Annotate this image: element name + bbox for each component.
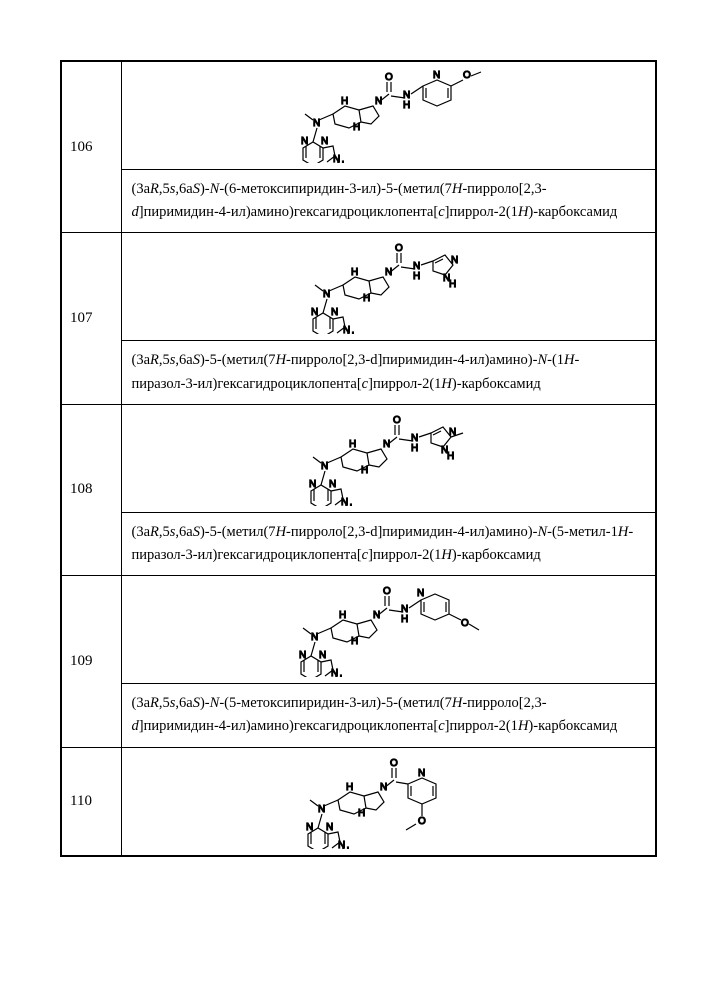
table-row: 109 NN NH N [61, 576, 656, 747]
svg-text:O: O [385, 72, 393, 83]
svg-text:N: N [411, 433, 418, 444]
structure-cell: NN NH N N HH [122, 62, 656, 170]
svg-text:O: O [395, 243, 403, 254]
molecule-svg: NN NH N N HH O [288, 754, 488, 849]
compound-name: (3aR,5s,6aS)-N-(6-метоксипиридин-3-ил)-5… [122, 170, 656, 232]
svg-text:H: H [351, 267, 358, 278]
structure-cell: NN NH N N HH O HN [122, 405, 656, 513]
compound-id-cell: 106 [61, 61, 121, 233]
compound-content-cell: NN NH N N HH O HN [121, 576, 656, 747]
svg-text:N: N [331, 307, 338, 318]
molecule-svg: NN NH N N HH [283, 68, 493, 163]
svg-text:H: H [403, 100, 410, 111]
svg-text:H: H [345, 503, 352, 506]
structure-cell: NN NH N N HH O HN [122, 233, 656, 341]
svg-text:N: N [321, 136, 328, 147]
svg-text:H: H [351, 636, 358, 647]
svg-text:N: N [403, 90, 410, 101]
svg-text:H: H [401, 614, 408, 625]
svg-text:H: H [346, 782, 353, 793]
svg-text:O: O [390, 758, 398, 769]
svg-text:H: H [363, 293, 370, 304]
molecule-svg: NN NH N N HH O HN [291, 411, 486, 506]
svg-text:H: H [347, 331, 354, 334]
svg-text:N: N [326, 822, 333, 833]
svg-text:O: O [461, 618, 469, 629]
compound-table: 106 NN NH N [60, 60, 657, 857]
svg-text:O: O [393, 415, 401, 426]
svg-text:N: N [451, 255, 458, 266]
compound-name: (3aR,5s,6aS)-5-(метил(7H-пирроло[2,3-d]п… [122, 341, 656, 403]
svg-text:N: N [319, 650, 326, 661]
svg-text:N: N [309, 479, 316, 490]
molecule-svg: NN NH N N HH O HN [293, 239, 483, 334]
svg-text:N: N [329, 479, 336, 490]
svg-text:H: H [339, 610, 346, 621]
compound-id-cell: 109 [61, 576, 121, 747]
compound-content-cell: NN NH N N HH [121, 61, 656, 233]
svg-text:O: O [383, 586, 391, 597]
compound-content-cell: NN NH N N HH O HN [121, 404, 656, 575]
svg-text:H: H [349, 439, 356, 450]
svg-text:N: N [301, 136, 308, 147]
svg-text:N: N [418, 768, 425, 779]
svg-text:H: H [413, 271, 420, 282]
svg-text:H: H [341, 96, 348, 107]
compound-name: (3aR,5s,6aS)-5-(метил(7H-пирроло[2,3-d]п… [122, 513, 656, 575]
table-row: 107 NN NH N [61, 233, 656, 404]
svg-text:O: O [463, 70, 471, 81]
svg-text:N: N [299, 650, 306, 661]
svg-text:N: N [413, 261, 420, 272]
svg-text:H: H [447, 451, 454, 462]
svg-text:O: O [418, 816, 426, 827]
table-row: 108 NN NH N [61, 404, 656, 575]
compound-id-cell: 107 [61, 233, 121, 404]
svg-text:N: N [417, 588, 424, 599]
svg-text:N: N [380, 782, 387, 793]
structure-cell: NN NH N N HH O [122, 748, 656, 855]
svg-text:N: N [401, 604, 408, 615]
svg-text:N: N [375, 96, 382, 107]
svg-text:H: H [358, 808, 365, 819]
svg-text:N: N [311, 307, 318, 318]
compound-name: (3aR,5s,6aS)-N-(5-метоксипиридин-3-ил)-5… [122, 684, 656, 746]
svg-text:N: N [385, 267, 392, 278]
table-row: 110 N N N H N [61, 747, 656, 856]
molecule-svg: NN NH N N HH O HN [281, 582, 496, 677]
svg-text:H: H [361, 465, 368, 476]
svg-text:H: H [335, 674, 342, 677]
svg-text:H: H [449, 279, 456, 290]
compound-id-cell: 108 [61, 404, 121, 575]
svg-text:H: H [411, 443, 418, 454]
svg-text:N: N [383, 439, 390, 450]
compound-content-cell: NN NH N N HH O HN [121, 233, 656, 404]
svg-text:N: N [373, 610, 380, 621]
compound-content-cell: NN NH N N HH O [121, 747, 656, 856]
svg-text:H: H [337, 160, 344, 163]
table-row: 106 NN NH N [61, 61, 656, 233]
svg-text:H: H [342, 846, 349, 849]
document-page: 106 NN NH N [0, 0, 707, 917]
compound-id-cell: 110 [61, 747, 121, 856]
structure-cell: NN NH N N HH O HN [122, 576, 656, 684]
svg-text:N: N [433, 70, 440, 81]
svg-text:N: N [306, 822, 313, 833]
svg-text:H: H [353, 122, 360, 133]
